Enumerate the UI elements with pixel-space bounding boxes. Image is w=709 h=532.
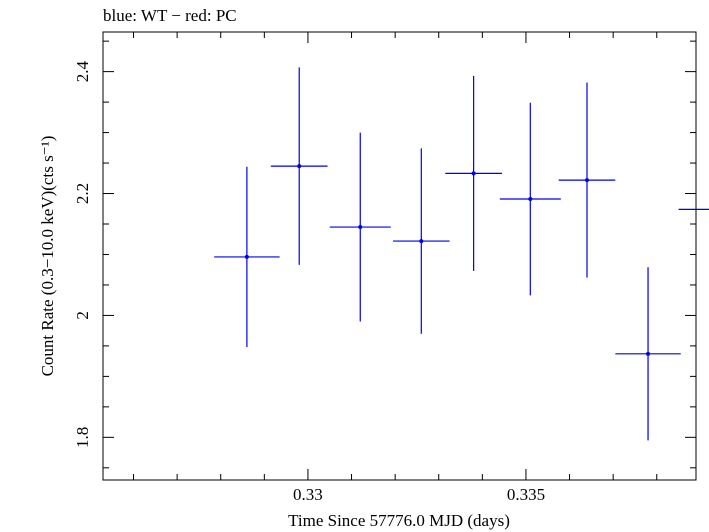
data-marker bbox=[584, 178, 589, 183]
data-point bbox=[615, 267, 681, 441]
x-tick-label: 0.33 bbox=[293, 485, 323, 504]
data-marker bbox=[297, 164, 302, 169]
data-marker bbox=[528, 197, 533, 202]
y-tick-label: 2 bbox=[73, 311, 92, 320]
x-tick-label: 0.335 bbox=[507, 485, 545, 504]
y-axis-label: Count Rate (0.3−10.0 keV)(cts s⁻¹) bbox=[38, 136, 57, 377]
plot-frame bbox=[102, 31, 697, 481]
chart-title: blue: WT − red: PC bbox=[103, 6, 237, 25]
y-tick-label: 2.4 bbox=[73, 60, 92, 82]
data-point bbox=[558, 82, 616, 278]
data-point bbox=[214, 166, 280, 348]
data-point bbox=[445, 75, 502, 271]
data-point bbox=[499, 102, 561, 296]
y-tick-label: 2.2 bbox=[73, 183, 92, 204]
data-point bbox=[392, 148, 450, 334]
y-axis: 1.8 2 2.2 2.4 bbox=[73, 40, 696, 469]
data-marker bbox=[244, 254, 249, 259]
data-marker bbox=[419, 239, 424, 244]
x-axis-label: Time Since 57776.0 MJD (days) bbox=[288, 511, 510, 530]
data-point bbox=[329, 132, 391, 322]
y-tick-label: 1.8 bbox=[73, 427, 92, 448]
data-point bbox=[270, 67, 328, 265]
data-marker bbox=[471, 171, 476, 176]
data-series bbox=[214, 67, 709, 441]
data-point bbox=[678, 208, 709, 210]
data-marker bbox=[646, 351, 651, 356]
x-axis: 0.330.3350.34 bbox=[133, 32, 658, 504]
data-marker bbox=[358, 225, 363, 230]
